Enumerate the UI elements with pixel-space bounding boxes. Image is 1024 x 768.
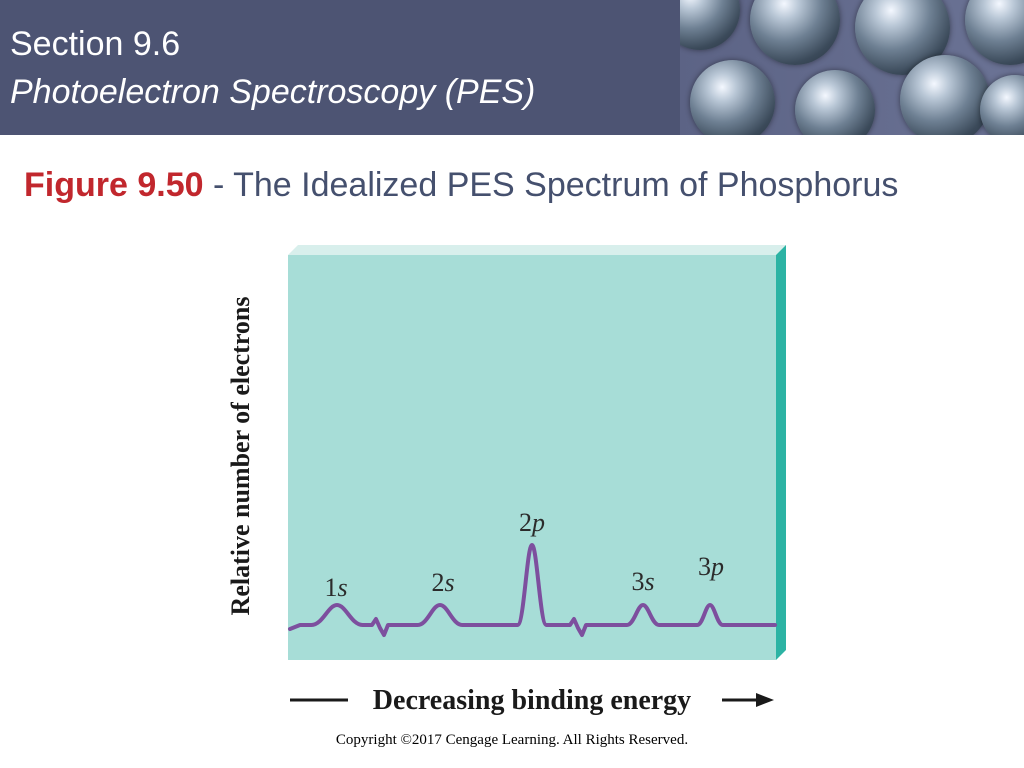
- x-axis-label: Decreasing binding energy: [373, 685, 691, 716]
- x-axis-arrow-head: [756, 693, 774, 707]
- peak-labels: 1s 2s 2p 3s 3p: [324, 508, 724, 602]
- section-label: Section 9.6: [10, 25, 181, 63]
- copyright-notice: Copyright ©2017 Cengage Learning. All Ri…: [335, 732, 689, 748]
- plot-area: [288, 255, 776, 660]
- peak-label-3s: 3s: [631, 567, 654, 596]
- peak-label-2p: 2p: [519, 508, 545, 537]
- figure-caption: - The Idealized PES Spectrum of Phosphor…: [203, 166, 899, 204]
- plot-top-edge: [288, 245, 786, 255]
- header-banner: Section 9.6 Photoelectron Spectroscopy (…: [0, 0, 1024, 135]
- peak-label-1s: 1s: [324, 573, 347, 602]
- figure-number: Figure 9.50: [24, 166, 204, 204]
- peak-label-3p: 3p: [698, 552, 724, 581]
- decorative-spheres-image: [680, 0, 1024, 135]
- spectrum-line: [288, 543, 777, 637]
- plot-side-edge: [776, 245, 786, 660]
- y-axis-label: Relative number of electrons: [226, 297, 255, 616]
- figure-title: Figure 9.50 - The Idealized PES Spectrum…: [24, 166, 898, 205]
- section-subtitle: Photoelectron Spectroscopy (PES): [10, 73, 536, 111]
- peak-label-2s: 2s: [431, 568, 454, 597]
